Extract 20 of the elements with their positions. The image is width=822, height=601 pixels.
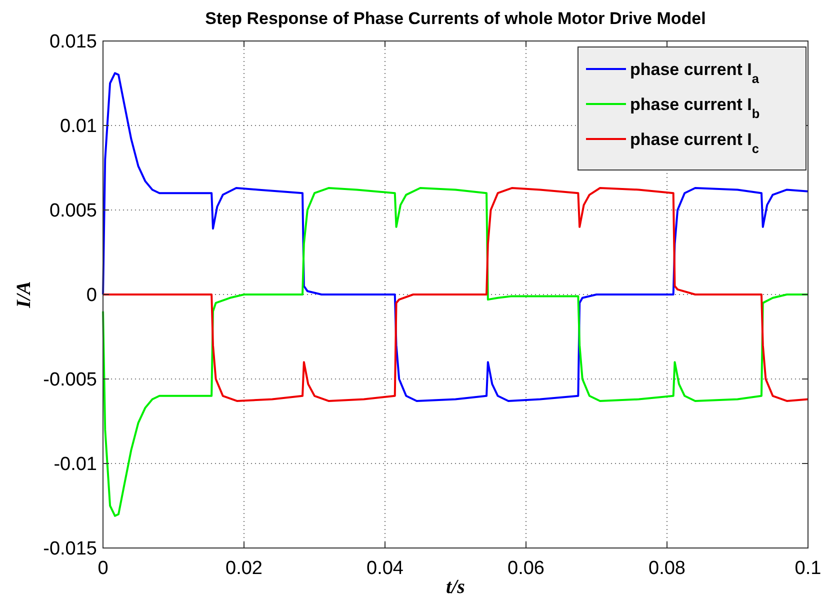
y-tick-label: -0.005 [43, 370, 97, 391]
y-tick-label: -0.01 [54, 454, 97, 476]
y-tick-label: 0.015 [49, 32, 97, 53]
y-tick-label: 0 [86, 285, 97, 306]
chart-title: Step Response of Phase Currents of whole Motor Drive Model [205, 9, 706, 28]
x-tick-label: 0.06 [508, 558, 544, 579]
legend-label: phase current I$_{a}$ [630, 60, 760, 86]
legend-label: phase current I$_{b}$ [630, 94, 760, 120]
y-tick-label: 0.005 [49, 200, 97, 222]
y-tick-label: 0.01 [60, 116, 97, 138]
x-tick-label: 0.08 [648, 558, 686, 579]
x-tick-label: 0.04 [366, 558, 404, 579]
y-tick-label: -0.015 [43, 538, 97, 560]
x-axis-title: t/s [446, 576, 466, 598]
y-axis-title: I/A [13, 281, 35, 309]
x-tick-label: 0.02 [226, 558, 262, 579]
line-series [102, 187, 809, 402]
x-tick-label: 0.1 [794, 558, 822, 579]
line-series [102, 187, 809, 517]
legend-label: phase current I$_{c}$ [630, 130, 759, 156]
